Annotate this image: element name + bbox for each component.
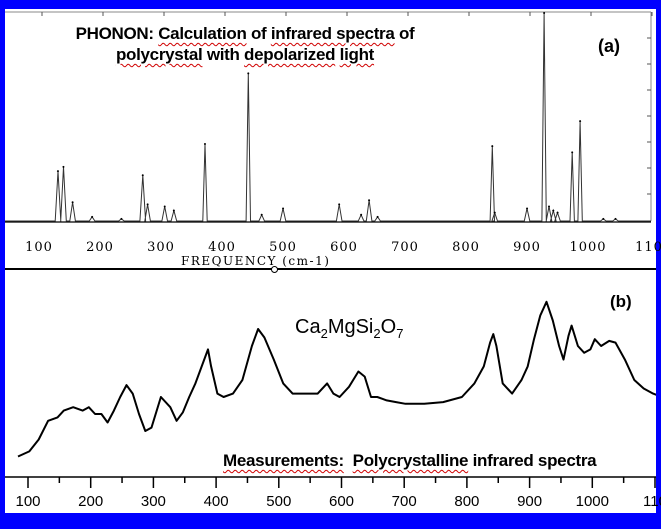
x-tick-label: 600 xyxy=(328,493,355,510)
peak-marker xyxy=(91,215,94,218)
peak-marker xyxy=(548,205,551,208)
x-tick-label: 500 xyxy=(266,493,292,510)
x-tick-label: 300 xyxy=(147,240,175,255)
peak-marker xyxy=(360,213,363,216)
peak-marker xyxy=(602,217,605,220)
compound-formula: Ca2MgSi2O7 xyxy=(295,316,403,341)
x-tick-label: 400 xyxy=(208,240,236,255)
x-tick-label: 800 xyxy=(452,240,480,255)
x-tick-label: 800 xyxy=(454,493,480,510)
caption-word xyxy=(344,451,353,470)
peak-marker xyxy=(120,217,123,220)
x-tick-label: 1000 xyxy=(569,240,607,255)
peak-marker xyxy=(543,12,546,14)
title-word: infrared spectra xyxy=(270,24,395,43)
x-tick-label: 110 xyxy=(643,493,661,510)
x-tick-label: 300 xyxy=(140,493,166,510)
peak-marker xyxy=(146,203,149,206)
peak-marker xyxy=(282,207,285,210)
x-tick-label: 100 xyxy=(15,493,41,510)
peak-marker xyxy=(579,120,582,123)
panel-a-x-axis-title: FREQUENCY (cm-1) xyxy=(181,254,331,268)
x-tick-label: 100 xyxy=(25,240,53,255)
peak-marker xyxy=(376,215,379,218)
peak-marker xyxy=(172,209,175,212)
peak-marker xyxy=(614,217,617,220)
peak-marker xyxy=(338,203,341,206)
peak-marker xyxy=(368,199,371,202)
panel-a-phonon-calculation: PHONON: Calculation of infrared spectra … xyxy=(5,9,661,273)
x-tick-label: 700 xyxy=(391,493,417,510)
formula-part: O xyxy=(380,316,397,338)
title-word: polycrystal xyxy=(115,45,203,64)
peak-marker xyxy=(71,201,74,204)
peak-marker xyxy=(141,174,144,177)
x-tick-label: 1000 xyxy=(575,493,609,510)
x-tick-label: 500 xyxy=(269,240,297,255)
peak-marker xyxy=(56,170,59,173)
panel-a-title-line1: PHONON: Calculation of infrared spectra … xyxy=(45,23,445,44)
peak-marker xyxy=(526,207,529,210)
x-tick-label: 700 xyxy=(391,240,419,255)
x-tick-label: 600 xyxy=(330,240,358,255)
panel-a-title-line2: polycrystal with depolarized light xyxy=(45,44,445,65)
caption-word: infrared spectra xyxy=(468,451,597,470)
caption-word: Polycrystalline xyxy=(352,451,469,470)
x-tick-label: 900 xyxy=(517,493,543,510)
circle-marker-icon xyxy=(271,266,278,273)
title-word: depolarized xyxy=(244,45,336,64)
peak-marker xyxy=(247,72,250,75)
x-tick-label: 200 xyxy=(78,493,104,510)
panel-a-label: (a) xyxy=(598,36,620,56)
title-word: with xyxy=(202,45,245,64)
formula-part: MgSi xyxy=(327,316,374,338)
panel-b-caption: Measurements: Polycrystalline infrared s… xyxy=(223,451,597,471)
title-word: PHONON: xyxy=(75,24,159,43)
peak-marker xyxy=(491,145,494,148)
peak-marker xyxy=(556,211,559,214)
figure-frame: PHONON: Calculation of infrared spectra … xyxy=(5,9,661,513)
x-tick-label: 110 xyxy=(635,240,661,255)
formula-part: Ca xyxy=(295,316,321,338)
peak-marker xyxy=(552,209,555,212)
peak-marker xyxy=(493,211,496,214)
formula-subscript: 7 xyxy=(396,326,404,341)
panel-b-spectrum-line xyxy=(17,300,656,458)
title-word: Calculation xyxy=(158,24,247,43)
x-tick-label: 200 xyxy=(86,240,114,255)
panel-a-plot xyxy=(5,11,656,270)
peak-marker xyxy=(260,213,263,216)
peak-marker xyxy=(163,205,166,208)
title-word: of xyxy=(246,24,271,43)
peak-marker xyxy=(571,151,574,154)
panel-b-label: (b) xyxy=(610,292,632,311)
x-tick-label: 900 xyxy=(513,240,541,255)
panel-b-plot xyxy=(5,300,656,488)
title-word: of xyxy=(394,24,415,43)
peak-marker xyxy=(62,165,65,168)
panel-a-title: PHONON: Calculation of infrared spectra … xyxy=(45,23,445,65)
title-word: light xyxy=(339,45,375,64)
caption-word: Measurements: xyxy=(223,451,344,470)
formula-subscript: 2 xyxy=(373,326,381,341)
peak-marker xyxy=(203,143,206,146)
panel-b-measurement: (b) Ca2MgSi2O7 Measurements: Polycrystal… xyxy=(5,270,661,513)
formula-subscript: 2 xyxy=(320,326,328,341)
x-tick-label: 400 xyxy=(203,493,229,510)
